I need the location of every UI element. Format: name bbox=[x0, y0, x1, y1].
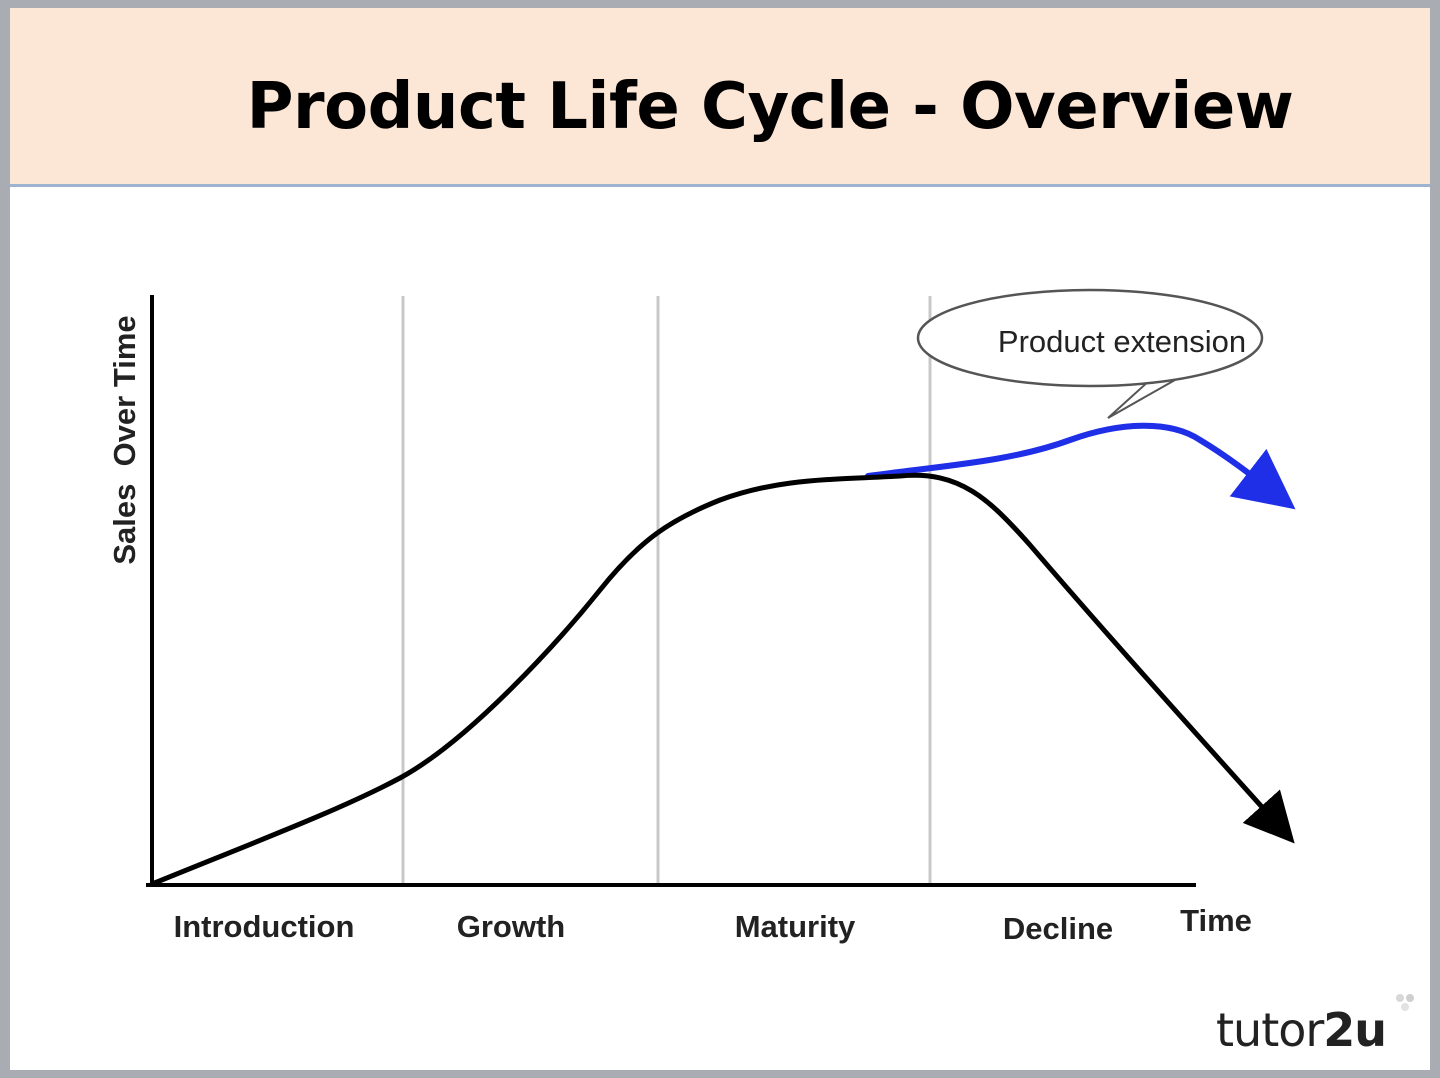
slide-title: Product Life Cycle - Overview bbox=[246, 70, 1294, 144]
stage-label-decline: Decline bbox=[1003, 911, 1113, 946]
life-cycle-curve bbox=[149, 472, 1295, 887]
callout-pointer bbox=[1107, 379, 1176, 419]
logo-suffix: 2u bbox=[1323, 1003, 1387, 1057]
stage-label-growth: Growth bbox=[457, 909, 566, 944]
stage-label-maturity: Maturity bbox=[735, 909, 856, 944]
y-axis-label: Sales Over Time bbox=[107, 315, 142, 564]
tutor2u-logo: tutor2u bbox=[1216, 1003, 1387, 1057]
callout-bubble bbox=[916, 288, 1264, 388]
logo-mark-icon bbox=[1396, 994, 1414, 1011]
logo-prefix: tutor bbox=[1216, 1003, 1324, 1057]
x-axis-label: Time bbox=[1180, 903, 1252, 938]
title-banner: Product Life Cycle - Overview bbox=[10, 8, 1430, 187]
callout-text: Product extension bbox=[998, 324, 1246, 359]
extension-curve bbox=[865, 422, 1296, 510]
stage-label-introduction: Introduction bbox=[174, 909, 355, 944]
slide: Product Life Cycle - Overview bbox=[10, 8, 1430, 1070]
